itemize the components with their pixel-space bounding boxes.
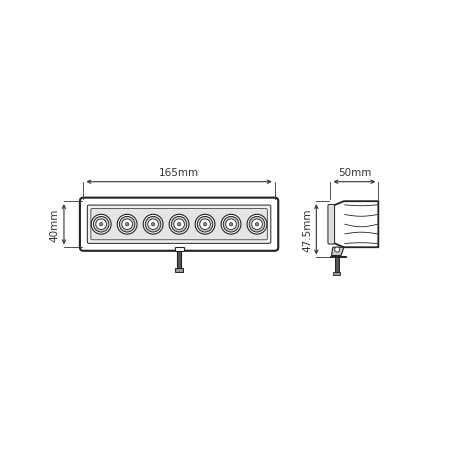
Bar <box>174 248 183 252</box>
Circle shape <box>151 223 155 226</box>
Circle shape <box>225 219 236 230</box>
Circle shape <box>249 217 264 233</box>
Circle shape <box>125 223 129 226</box>
Circle shape <box>99 223 103 226</box>
Circle shape <box>117 215 137 235</box>
Circle shape <box>221 215 241 235</box>
Circle shape <box>174 219 184 230</box>
FancyBboxPatch shape <box>327 205 334 245</box>
Text: 47.5mm: 47.5mm <box>302 208 311 252</box>
Text: 50mm: 50mm <box>337 168 370 178</box>
Circle shape <box>229 223 232 226</box>
Circle shape <box>95 219 106 230</box>
FancyBboxPatch shape <box>87 206 270 244</box>
Circle shape <box>251 219 262 230</box>
Circle shape <box>199 219 210 230</box>
Circle shape <box>122 219 132 230</box>
Circle shape <box>223 217 238 233</box>
FancyBboxPatch shape <box>91 209 267 240</box>
Circle shape <box>171 217 186 233</box>
Circle shape <box>334 247 339 252</box>
Text: 165mm: 165mm <box>159 168 199 178</box>
Circle shape <box>246 215 266 235</box>
Polygon shape <box>331 248 343 256</box>
Bar <box>334 258 338 273</box>
Bar <box>332 273 340 276</box>
Bar <box>329 256 346 258</box>
Circle shape <box>91 215 111 235</box>
Circle shape <box>255 223 258 226</box>
Circle shape <box>145 217 161 233</box>
Bar <box>174 269 183 273</box>
Polygon shape <box>330 202 377 248</box>
Circle shape <box>119 217 134 233</box>
Text: 40mm: 40mm <box>50 208 60 241</box>
Circle shape <box>177 223 180 226</box>
Circle shape <box>197 217 213 233</box>
Circle shape <box>169 215 189 235</box>
Circle shape <box>203 223 207 226</box>
FancyBboxPatch shape <box>80 198 278 251</box>
Circle shape <box>147 219 158 230</box>
Circle shape <box>195 215 214 235</box>
Circle shape <box>143 215 162 235</box>
Circle shape <box>93 217 109 233</box>
Bar <box>176 252 181 269</box>
